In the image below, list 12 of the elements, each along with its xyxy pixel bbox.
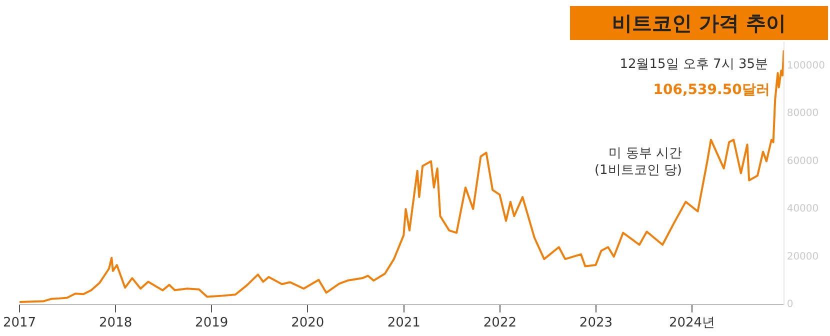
annotation: 106,539.50달러	[653, 82, 770, 98]
x-tick-label: 2021	[387, 316, 420, 331]
x-tick-label: 2019	[195, 316, 228, 331]
x-tick-label: 2024년	[668, 316, 716, 331]
annotation: 12월15일 오후 7시 35분	[620, 56, 768, 73]
x-tick-label: 2022	[483, 316, 516, 331]
x-tick-label: 2018	[99, 316, 132, 331]
annotation: 미 동부 시간 (1비트코인 당)	[594, 145, 682, 179]
x-tick-label: 2017	[2, 316, 36, 331]
title-banner: 비트코인 가격 추이	[570, 6, 828, 40]
x-tick-label: 2020	[291, 316, 324, 331]
x-tick-label: 2023	[579, 316, 613, 331]
